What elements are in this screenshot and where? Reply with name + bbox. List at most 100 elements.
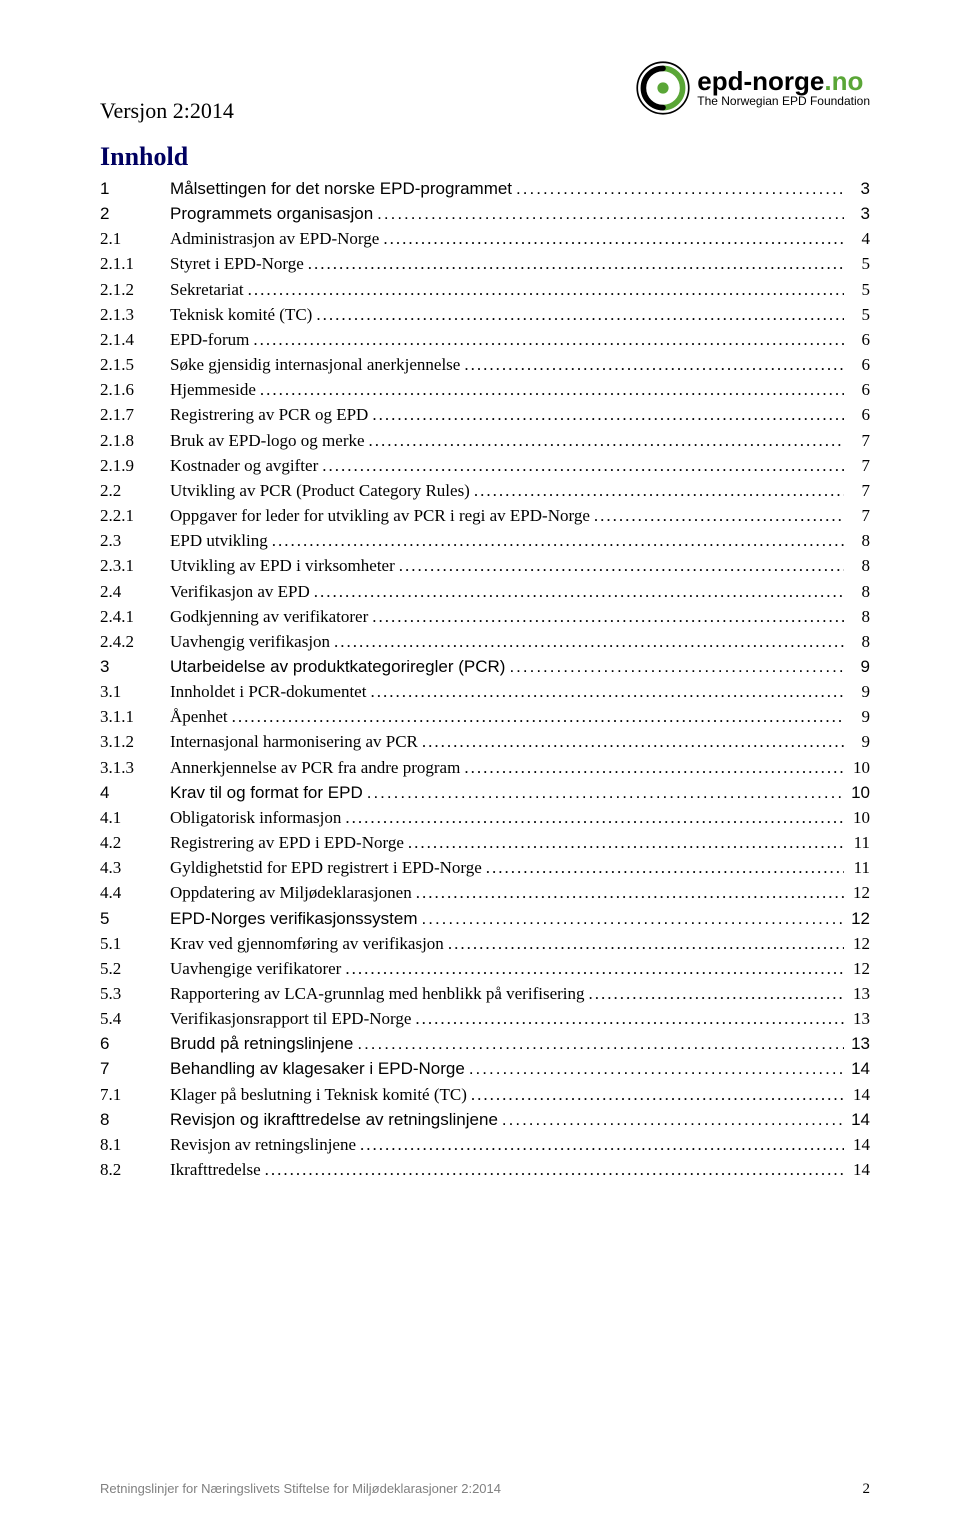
toc-number: 4.4 [100, 880, 170, 905]
toc-number: 2.4 [100, 579, 170, 604]
logo-icon [635, 60, 691, 116]
toc-leader-dots [318, 453, 844, 478]
toc-entry[interactable]: 1Målsettingen for det norske EPD-program… [100, 176, 870, 201]
toc-page: 6 [844, 327, 870, 352]
toc-number: 1 [100, 176, 170, 201]
toc-entry[interactable]: 2.2.1Oppgaver for leder for utvikling av… [100, 503, 870, 528]
toc-entry[interactable]: 2.1.5Søke gjensidig internasjonal anerkj… [100, 352, 870, 377]
toc-entry[interactable]: 5.3Rapportering av LCA-grunnlag med henb… [100, 981, 870, 1006]
toc-entry[interactable]: 2.4.1Godkjenning av verifikatorer8 [100, 604, 870, 629]
toc-entry[interactable]: 4.3Gyldighetstid for EPD registrert i EP… [100, 855, 870, 880]
toc-label: Hjemmeside [170, 377, 256, 402]
toc-page: 11 [844, 830, 870, 855]
toc-entry[interactable]: 2.2Utvikling av PCR (Product Category Ru… [100, 478, 870, 503]
toc-page: 10 [844, 755, 870, 780]
toc-entry[interactable]: 4Krav til og format for EPD10 [100, 780, 870, 805]
toc-number: 3.1.1 [100, 704, 170, 729]
toc-entry[interactable]: 6Brudd på retningslinjene13 [100, 1031, 870, 1056]
toc-page: 3 [844, 201, 870, 226]
toc-entry[interactable]: 3Utarbeidelse av produktkategoriregler (… [100, 654, 870, 679]
toc-leader-dots [412, 880, 844, 905]
toc-label: Utvikling av PCR (Product Category Rules… [170, 478, 470, 503]
toc-entry[interactable]: 5.2Uavhengige verifikatorer12 [100, 956, 870, 981]
toc-entry[interactable]: 2.4Verifikasjon av EPD8 [100, 579, 870, 604]
toc-number: 2.1 [100, 226, 170, 251]
toc-page: 9 [844, 654, 870, 679]
toc-entry[interactable]: 8.2Ikrafttredelse14 [100, 1157, 870, 1182]
toc-leader-dots [228, 704, 844, 729]
logo-text: epd-norge.no The Norwegian EPD Foundatio… [697, 68, 870, 108]
toc-entry[interactable]: 5.1Krav ved gjennomføring av verifikasjo… [100, 931, 870, 956]
toc-page: 13 [844, 1006, 870, 1031]
toc-entry[interactable]: 2.1.6Hjemmeside6 [100, 377, 870, 402]
toc-entry[interactable]: 3.1.2Internasjonal harmonisering av PCR9 [100, 729, 870, 754]
toc-page: 14 [844, 1132, 870, 1157]
toc-label: Gyldighetstid for EPD registrert i EPD-N… [170, 855, 482, 880]
version-label: Versjon 2:2014 [100, 60, 234, 124]
toc-entry[interactable]: 2.1Administrasjon av EPD-Norge 4 [100, 226, 870, 251]
toc-number: 8 [100, 1107, 170, 1132]
toc-page: 7 [844, 503, 870, 528]
toc-number: 3 [100, 654, 170, 679]
toc-entry[interactable]: 2.1.7Registrering av PCR og EPD6 [100, 402, 870, 427]
toc-page: 9 [844, 679, 870, 704]
toc-label: Verifikasjonsrapport til EPD-Norge [170, 1006, 411, 1031]
toc-number: 2.1.6 [100, 377, 170, 402]
toc-page: 5 [844, 277, 870, 302]
toc-number: 2.3.1 [100, 553, 170, 578]
page-number: 2 [863, 1481, 871, 1498]
toc-leader-dots [467, 1082, 844, 1107]
toc-page: 12 [844, 880, 870, 905]
toc-entry[interactable]: 2Programmets organisasjon3 [100, 201, 870, 226]
toc-entry[interactable]: 2.4.2Uavhengig verifikasjon8 [100, 629, 870, 654]
toc-page: 8 [844, 579, 870, 604]
toc-label: Administrasjon av EPD-Norge [170, 226, 379, 251]
page-header: Versjon 2:2014 epd-norge.no The Norwegia… [100, 60, 870, 124]
toc-entry[interactable]: 3.1.3Annerkjennelse av PCR fra andre pro… [100, 755, 870, 780]
toc-entry[interactable]: 5.4Verifikasjonsrapport til EPD-Norge13 [100, 1006, 870, 1031]
toc-entry[interactable]: 2.3EPD utvikling8 [100, 528, 870, 553]
toc-number: 2.1.3 [100, 302, 170, 327]
toc-entry[interactable]: 3.1.1Åpenhet9 [100, 704, 870, 729]
toc-page: 10 [844, 805, 870, 830]
toc-entry[interactable]: 2.1.1Styret i EPD-Norge5 [100, 251, 870, 276]
toc-entry[interactable]: 7Behandling av klagesaker i EPD-Norge14 [100, 1056, 870, 1081]
toc-entry[interactable]: 4.2Registrering av EPD i EPD-Norge11 [100, 830, 870, 855]
toc-entry[interactable]: 2.1.4EPD-forum 6 [100, 327, 870, 352]
toc-entry[interactable]: 8.1Revisjon av retningslinjene14 [100, 1132, 870, 1157]
toc-leader-dots [366, 679, 844, 704]
toc-page: 12 [844, 956, 870, 981]
toc-page: 8 [844, 604, 870, 629]
toc-page: 7 [844, 478, 870, 503]
toc-label: EPD utvikling [170, 528, 268, 553]
toc-entry[interactable]: 8Revisjon og ikrafttredelse av retningsl… [100, 1107, 870, 1132]
toc-entry[interactable]: 5EPD-Norges verifikasjonssystem12 [100, 906, 870, 931]
toc-label: Krav til og format for EPD [170, 780, 363, 805]
toc-entry[interactable]: 2.3.1Utvikling av EPD i virksomheter8 [100, 553, 870, 578]
toc-leader-dots [590, 503, 844, 528]
toc-page: 11 [844, 855, 870, 880]
toc-page: 14 [844, 1056, 870, 1081]
toc-entry[interactable]: 2.1.2Sekretariat5 [100, 277, 870, 302]
toc-number: 2.1.4 [100, 327, 170, 352]
toc-label: Utvikling av EPD i virksomheter [170, 553, 395, 578]
toc-entry[interactable]: 3.1Innholdet i PCR-dokumentet9 [100, 679, 870, 704]
toc-entry[interactable]: 2.1.3Teknisk komité (TC)5 [100, 302, 870, 327]
toc-page: 8 [844, 528, 870, 553]
toc-page: 7 [844, 428, 870, 453]
toc-number: 5.2 [100, 956, 170, 981]
toc-number: 8.2 [100, 1157, 170, 1182]
toc-entry[interactable]: 7.1Klager på beslutning i Teknisk komité… [100, 1082, 870, 1107]
toc-leader-dots [379, 226, 844, 251]
toc-entry[interactable]: 4.4Oppdatering av Miljødeklarasjonen12 [100, 880, 870, 905]
toc-page: 14 [844, 1157, 870, 1182]
toc-label: Revisjon og ikrafttredelse av retningsli… [170, 1107, 498, 1132]
toc-number: 4.1 [100, 805, 170, 830]
toc-number: 2.1.7 [100, 402, 170, 427]
toc-entry[interactable]: 2.1.8Bruk av EPD-logo og merke7 [100, 428, 870, 453]
toc-page: 4 [844, 226, 870, 251]
toc-entry[interactable]: 4.1Obligatorisk informasjon10 [100, 805, 870, 830]
toc-label: EPD-forum [170, 327, 249, 352]
toc-entry[interactable]: 2.1.9Kostnader og avgifter7 [100, 453, 870, 478]
toc-leader-dots [505, 654, 844, 679]
